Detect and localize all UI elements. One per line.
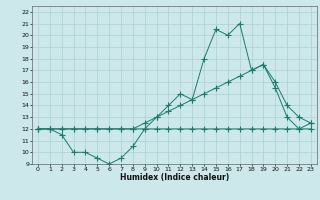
X-axis label: Humidex (Indice chaleur): Humidex (Indice chaleur) [120, 173, 229, 182]
